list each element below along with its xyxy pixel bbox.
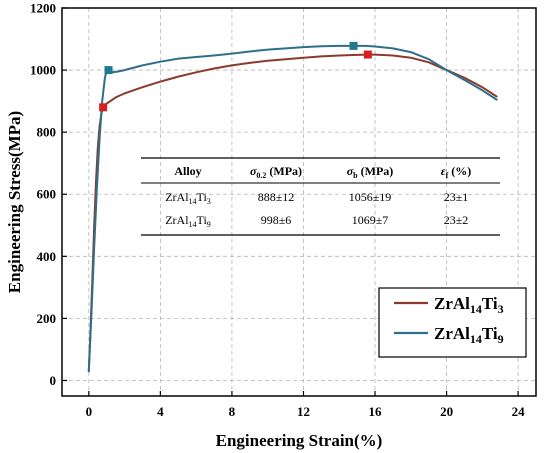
y-tick-label: 1200 [30,1,56,16]
table-row-alloy: ZrAl14Ti9 [165,213,211,229]
x-tick-label: 4 [157,404,164,419]
legend: ZrAl14Ti3 ZrAl14Ti9 [378,287,527,358]
series-marker [99,103,108,112]
y-axis-label: Engineering Stress(MPa) [5,111,24,293]
table-row-alloy: ZrAl14Ti3 [165,190,211,206]
x-tick-label: 16 [369,404,383,419]
series-markers [99,41,372,112]
x-tick-label: 24 [512,404,526,419]
plot-frame [61,7,537,397]
legend-box [378,287,527,358]
table-cell-yield-strength: 998±6 [261,213,292,227]
table-cell-elongation: 23±2 [444,213,469,227]
table-cell-ultimate-strength: 1056±19 [349,190,392,204]
table-cell-elongation: 23±1 [444,190,469,204]
series-lines [87,44,498,373]
properties-table: Alloy σ0.2 (MPa) σb (MPa) εf (%) ZrAl14T… [141,157,500,236]
y-tick-label: 0 [50,373,57,388]
y-tick-label: 1000 [30,63,56,78]
y-tick-label: 200 [37,311,57,326]
axis-ticks: 0 4 8 12 16 20 24 0 200 400 600 800 1000 1200 [30,1,525,420]
table-header-ultimate-strength: σb (MPa) [347,164,394,180]
series-marker [363,50,372,59]
table-cell-yield-strength: 888±12 [258,190,295,204]
table-header-alloy: Alloy [174,164,201,178]
series-line [87,53,498,373]
legend-label: ZrAl14Ti9 [434,324,504,346]
x-tick-label: 0 [86,404,93,419]
y-tick-label: 600 [37,187,57,202]
series-marker [349,41,358,50]
y-tick-label: 800 [37,125,57,140]
x-tick-label: 12 [297,404,310,419]
table-header-yield-strength: σ0.2 (MPa) [250,164,302,180]
series-line [87,44,498,373]
x-tick-label: 20 [440,404,453,419]
legend-label: ZrAl14Ti3 [434,294,504,316]
table-header-elongation: εf (%) [441,164,472,180]
x-axis-label: Engineering Strain(%) [216,431,383,450]
table-cell-ultimate-strength: 1069±7 [352,213,389,227]
series-marker [104,66,113,75]
x-tick-label: 8 [229,404,236,419]
y-tick-label: 400 [37,249,57,264]
